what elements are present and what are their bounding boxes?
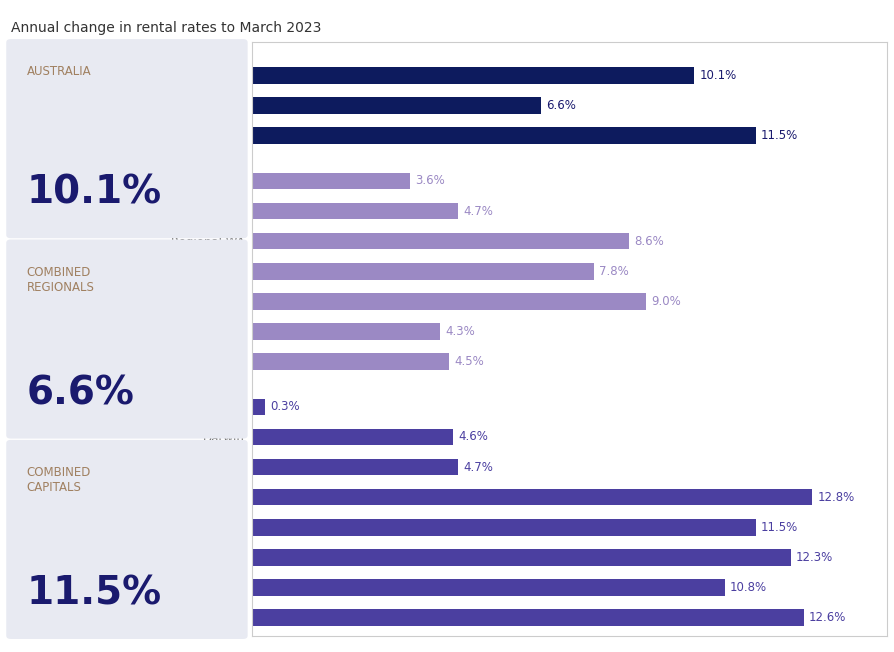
Text: 4.7%: 4.7% xyxy=(463,205,493,218)
Text: 10.1%: 10.1% xyxy=(27,174,162,212)
Bar xyxy=(252,549,790,566)
Bar xyxy=(252,323,441,340)
Text: 9.0%: 9.0% xyxy=(652,295,681,308)
Bar xyxy=(252,97,541,114)
Text: 4.5%: 4.5% xyxy=(454,355,484,368)
Bar xyxy=(252,233,628,250)
Text: 6.6%: 6.6% xyxy=(27,374,135,412)
Bar xyxy=(252,203,458,219)
Bar xyxy=(252,610,804,626)
Bar xyxy=(252,519,755,535)
Text: 4.6%: 4.6% xyxy=(459,430,489,443)
Text: 12.3%: 12.3% xyxy=(796,551,833,564)
Bar xyxy=(252,398,266,415)
Text: 11.5%: 11.5% xyxy=(761,521,798,534)
Text: Annual change in rental rates to March 2023: Annual change in rental rates to March 2… xyxy=(11,21,321,35)
Bar xyxy=(252,579,725,596)
Bar xyxy=(252,489,813,505)
Text: 11.5%: 11.5% xyxy=(27,574,162,613)
Text: 8.6%: 8.6% xyxy=(634,235,663,248)
Bar xyxy=(252,293,646,310)
Text: 3.6%: 3.6% xyxy=(415,175,444,187)
Text: COMBINED
CAPITALS: COMBINED CAPITALS xyxy=(27,466,91,494)
Text: AUSTRALIA: AUSTRALIA xyxy=(27,65,91,78)
Text: 11.5%: 11.5% xyxy=(761,129,798,142)
Bar xyxy=(252,67,695,84)
Text: 4.3%: 4.3% xyxy=(445,325,476,338)
Bar xyxy=(252,127,755,144)
Text: 12.8%: 12.8% xyxy=(818,491,855,503)
Text: 12.6%: 12.6% xyxy=(809,611,847,624)
Bar xyxy=(252,173,409,189)
Bar xyxy=(252,459,458,475)
Text: 10.1%: 10.1% xyxy=(699,69,737,82)
Bar xyxy=(252,263,594,280)
Text: 4.7%: 4.7% xyxy=(463,460,493,473)
Bar xyxy=(252,353,449,370)
Bar xyxy=(252,428,453,445)
Text: 6.6%: 6.6% xyxy=(546,99,576,112)
Text: COMBINED
REGIONALS: COMBINED REGIONALS xyxy=(27,266,95,294)
Text: 10.8%: 10.8% xyxy=(730,581,767,594)
Text: 7.8%: 7.8% xyxy=(599,265,628,278)
Text: 0.3%: 0.3% xyxy=(271,400,300,413)
